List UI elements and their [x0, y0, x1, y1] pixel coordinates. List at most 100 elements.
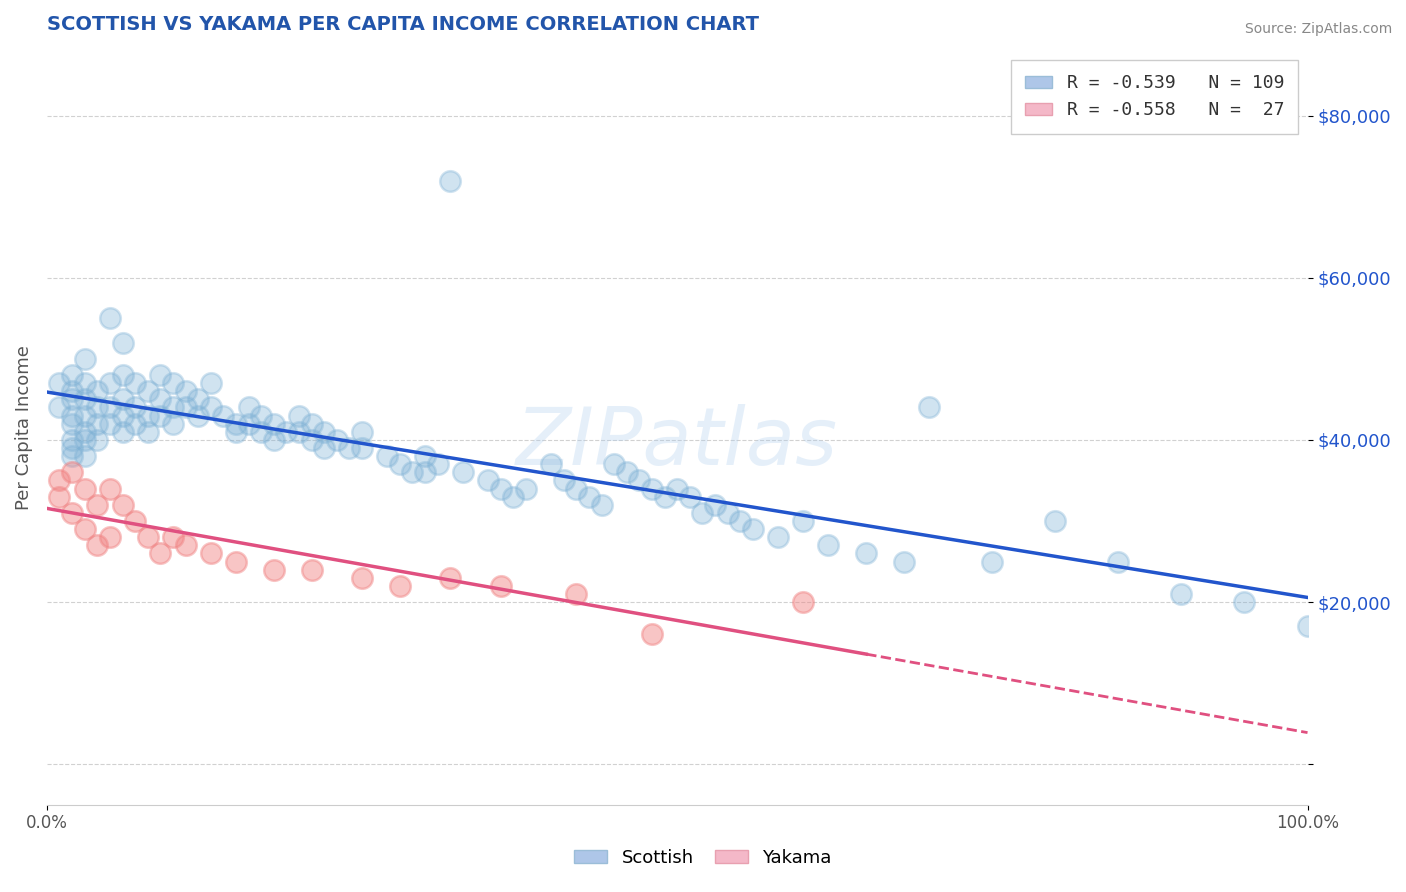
- Point: [187, 409, 209, 423]
- Point: [86, 498, 108, 512]
- Point: [314, 425, 336, 439]
- Point: [375, 449, 398, 463]
- Point: [578, 490, 600, 504]
- Point: [149, 368, 172, 382]
- Point: [60, 506, 83, 520]
- Point: [86, 538, 108, 552]
- Point: [489, 482, 512, 496]
- Point: [60, 384, 83, 399]
- Point: [162, 417, 184, 431]
- Point: [73, 409, 96, 423]
- Point: [250, 409, 273, 423]
- Point: [855, 546, 877, 560]
- Y-axis label: Per Capita Income: Per Capita Income: [15, 345, 32, 510]
- Point: [276, 425, 298, 439]
- Point: [263, 433, 285, 447]
- Point: [352, 425, 374, 439]
- Point: [111, 392, 134, 407]
- Legend: R = -0.539   N = 109, R = -0.558   N =  27: R = -0.539 N = 109, R = -0.558 N = 27: [1011, 60, 1299, 134]
- Point: [238, 401, 260, 415]
- Point: [679, 490, 702, 504]
- Point: [641, 627, 664, 641]
- Text: SCOTTISH VS YAKAMA PER CAPITA INCOME CORRELATION CHART: SCOTTISH VS YAKAMA PER CAPITA INCOME COR…: [46, 15, 759, 34]
- Point: [60, 441, 83, 455]
- Point: [60, 449, 83, 463]
- Point: [48, 490, 70, 504]
- Point: [225, 554, 247, 568]
- Point: [792, 595, 814, 609]
- Point: [553, 474, 575, 488]
- Point: [48, 376, 70, 391]
- Point: [388, 579, 411, 593]
- Point: [893, 554, 915, 568]
- Point: [301, 433, 323, 447]
- Point: [540, 457, 562, 471]
- Point: [162, 401, 184, 415]
- Point: [666, 482, 689, 496]
- Point: [73, 522, 96, 536]
- Point: [426, 457, 449, 471]
- Point: [174, 401, 197, 415]
- Point: [413, 466, 436, 480]
- Point: [692, 506, 714, 520]
- Point: [439, 571, 461, 585]
- Point: [339, 441, 361, 455]
- Legend: Scottish, Yakama: Scottish, Yakama: [567, 842, 839, 874]
- Point: [352, 571, 374, 585]
- Point: [301, 563, 323, 577]
- Point: [477, 474, 499, 488]
- Point: [250, 425, 273, 439]
- Point: [98, 311, 121, 326]
- Point: [60, 433, 83, 447]
- Point: [136, 425, 159, 439]
- Point: [86, 384, 108, 399]
- Point: [149, 392, 172, 407]
- Point: [565, 587, 588, 601]
- Point: [515, 482, 537, 496]
- Point: [98, 417, 121, 431]
- Point: [591, 498, 613, 512]
- Point: [98, 482, 121, 496]
- Point: [136, 384, 159, 399]
- Point: [111, 368, 134, 382]
- Point: [704, 498, 727, 512]
- Point: [86, 433, 108, 447]
- Point: [314, 441, 336, 455]
- Point: [149, 546, 172, 560]
- Point: [288, 425, 311, 439]
- Point: [401, 466, 423, 480]
- Text: ZIPatlas: ZIPatlas: [516, 404, 838, 482]
- Point: [641, 482, 664, 496]
- Point: [136, 409, 159, 423]
- Point: [728, 514, 751, 528]
- Point: [352, 441, 374, 455]
- Point: [1107, 554, 1129, 568]
- Point: [918, 401, 941, 415]
- Point: [73, 433, 96, 447]
- Point: [439, 173, 461, 187]
- Point: [149, 409, 172, 423]
- Point: [263, 417, 285, 431]
- Point: [981, 554, 1004, 568]
- Point: [200, 376, 222, 391]
- Point: [717, 506, 740, 520]
- Point: [225, 425, 247, 439]
- Point: [60, 466, 83, 480]
- Point: [73, 376, 96, 391]
- Point: [48, 401, 70, 415]
- Point: [73, 425, 96, 439]
- Point: [200, 546, 222, 560]
- Point: [792, 514, 814, 528]
- Point: [73, 449, 96, 463]
- Point: [817, 538, 839, 552]
- Point: [288, 409, 311, 423]
- Point: [212, 409, 235, 423]
- Point: [766, 530, 789, 544]
- Point: [73, 392, 96, 407]
- Point: [1170, 587, 1192, 601]
- Point: [489, 579, 512, 593]
- Point: [1296, 619, 1319, 633]
- Point: [73, 351, 96, 366]
- Point: [111, 409, 134, 423]
- Point: [187, 392, 209, 407]
